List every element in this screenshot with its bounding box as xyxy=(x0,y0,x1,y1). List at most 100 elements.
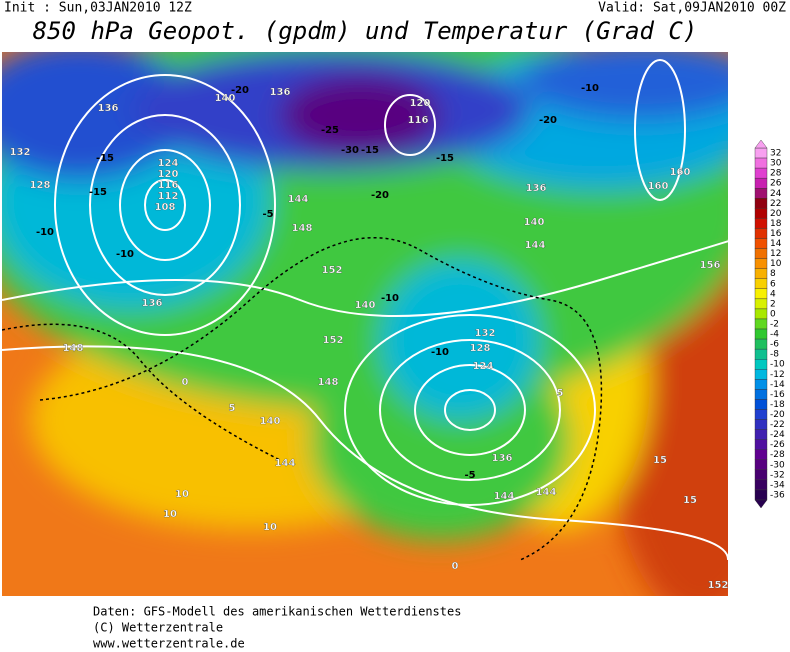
colorbar-label: -2 xyxy=(770,320,779,330)
colorbar-label: -26 xyxy=(770,440,785,450)
contour-label: 124 xyxy=(473,361,494,372)
colorbar-label: 28 xyxy=(770,169,782,179)
contour-label: 152 xyxy=(322,265,343,276)
contour-label: -15 xyxy=(436,153,454,164)
colorbar-label: -36 xyxy=(770,490,785,500)
contour-label: 160 xyxy=(648,181,669,192)
colorbar-label: 0 xyxy=(770,309,776,319)
colorbar-swatch xyxy=(754,338,768,350)
colorbar-swatch xyxy=(754,369,768,380)
colorbar-label: 8 xyxy=(770,269,776,279)
contour-label: -5 xyxy=(464,470,475,481)
contour-label: 108 xyxy=(155,202,176,213)
colorbar-swatch xyxy=(754,429,768,440)
colorbar: 32302826242220181614121086420-2-4-6-8-10… xyxy=(754,139,785,509)
colorbar-swatch xyxy=(754,298,768,310)
colorbar-label: -8 xyxy=(770,350,779,360)
footer-line: (C) Wetterzentrale xyxy=(93,621,223,635)
colorbar-label: 12 xyxy=(770,249,781,259)
colorbar-swatch xyxy=(754,348,768,360)
colorbar-arrow xyxy=(754,139,768,149)
colorbar-swatch xyxy=(754,268,768,279)
colorbar-swatch xyxy=(754,157,768,169)
contour-label: 15 xyxy=(653,455,667,466)
contour-label: 144 xyxy=(494,491,515,502)
contour-label: -20 xyxy=(231,85,249,96)
colorbar-label: 20 xyxy=(770,209,782,219)
contour-label: -5 xyxy=(262,209,273,220)
colorbar-swatch xyxy=(754,238,768,249)
contour-label: 140 xyxy=(524,217,545,228)
colorbar-swatch xyxy=(754,489,768,501)
contour-label: 152 xyxy=(323,335,344,346)
colorbar-swatch xyxy=(754,379,768,390)
contour-label: 120 xyxy=(410,98,431,109)
contour-label: 148 xyxy=(63,343,84,354)
colorbar-swatch xyxy=(754,278,768,290)
colorbar-label: 26 xyxy=(770,179,782,189)
contour-label: 136 xyxy=(142,298,163,309)
colorbar-swatch xyxy=(754,218,768,229)
colorbar-swatch xyxy=(754,308,768,320)
colorbar-label: -34 xyxy=(770,480,785,490)
contour-label: 140 xyxy=(260,416,281,427)
colorbar-label: 14 xyxy=(770,239,782,249)
contour-label: -10 xyxy=(431,347,449,358)
colorbar-label: 4 xyxy=(770,289,776,299)
contour-label: -15 xyxy=(361,145,379,156)
colorbar-label: -6 xyxy=(770,340,779,350)
contour-label: 132 xyxy=(10,147,31,158)
colorbar-swatch xyxy=(754,147,768,159)
contour-labels: 136140-20-25-30136132-15128-151241201161… xyxy=(9,83,729,591)
contour-label: -15 xyxy=(96,153,114,164)
colorbar-label: -16 xyxy=(770,390,785,400)
colorbar-swatch xyxy=(754,248,768,259)
colorbar-swatch xyxy=(754,208,768,219)
colorbar-swatch xyxy=(754,419,768,430)
isotherms xyxy=(2,237,603,561)
contour-label: 144 xyxy=(275,458,296,469)
contour-label: 116 xyxy=(408,115,429,126)
contour-label: 144 xyxy=(536,487,557,498)
footer-line: Daten: GFS-Modell des amerikanischen Wet… xyxy=(93,605,461,619)
colorbar-swatch xyxy=(754,449,768,460)
contour-label: 160 xyxy=(670,167,691,178)
contour-label: 152 xyxy=(708,580,729,591)
colorbar-swatch xyxy=(754,258,768,269)
contour-label: 136 xyxy=(270,87,291,98)
contour-label: -10 xyxy=(36,227,54,238)
colorbar-label: 30 xyxy=(770,159,782,169)
colorbar-swatch xyxy=(754,288,768,300)
contour-label: 120 xyxy=(158,169,179,180)
colorbar-swatch xyxy=(754,188,768,199)
contour-label: 5 xyxy=(229,403,236,414)
colorbar-label: -22 xyxy=(770,420,785,430)
contour-label: 144 xyxy=(525,240,546,251)
contour-label: 144 xyxy=(288,194,309,205)
colorbar-label: 16 xyxy=(770,229,782,239)
contour-label: -15 xyxy=(89,187,107,198)
colorbar-swatch xyxy=(754,328,768,340)
map-title: 850 hPa Geopot. (gpdm) und Temperatur (G… xyxy=(33,17,698,45)
colorbar-label: -12 xyxy=(770,370,785,380)
colorbar-swatch xyxy=(754,439,768,450)
contour-label: -30 xyxy=(341,145,359,156)
contour-label: 156 xyxy=(700,260,721,271)
contour-label: 148 xyxy=(318,377,339,388)
colorbar-label: -4 xyxy=(770,330,779,340)
contour-label: 10 xyxy=(163,509,177,520)
init-time: Init : Sun,03JAN2010 12Z xyxy=(4,1,192,16)
geopotential-contours xyxy=(2,59,728,561)
contour-label: 116 xyxy=(158,180,179,191)
colorbar-label: 18 xyxy=(770,219,782,229)
colorbar-label: 24 xyxy=(770,189,782,199)
colorbar-arrow xyxy=(754,499,768,509)
contour-label: 10 xyxy=(175,489,189,500)
contour-label: -10 xyxy=(581,83,599,94)
colorbar-swatch xyxy=(754,469,768,481)
colorbar-label: -32 xyxy=(770,470,785,480)
contour-label: -10 xyxy=(381,293,399,304)
contour-label: 0 xyxy=(182,377,189,388)
contour-label: -20 xyxy=(371,190,389,201)
contour-label: 136 xyxy=(526,183,547,194)
